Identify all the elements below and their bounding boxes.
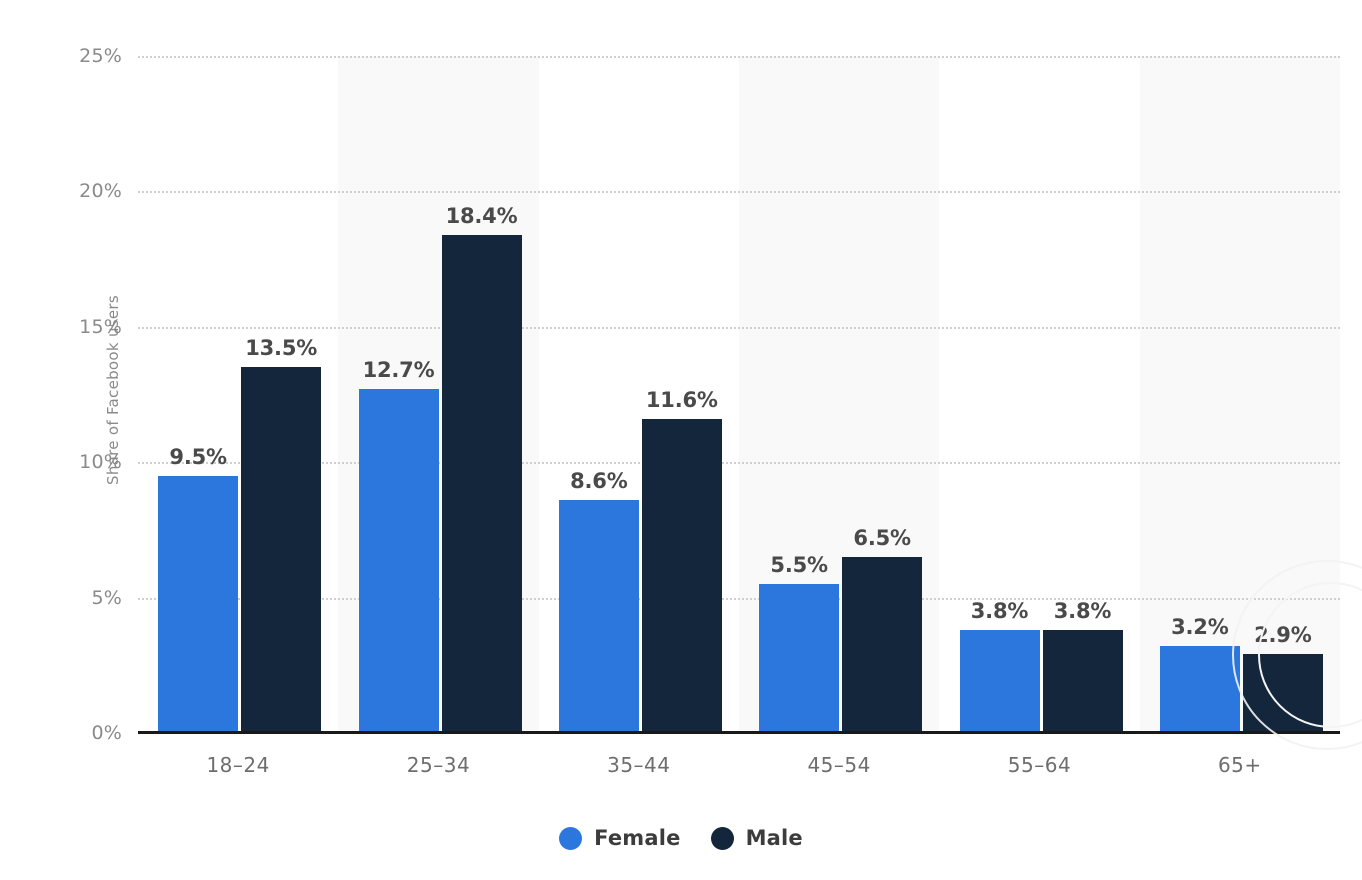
bar-female-55–64[interactable] [959,630,1040,733]
bar-value-label-male-65+: 2.9% [1254,623,1312,648]
bar-value-label-female-55–64: 3.8% [970,599,1029,624]
y-tick-label-20%: 20% [79,180,122,203]
bar-male-45–54[interactable] [842,556,923,733]
bar-female-18–24[interactable] [158,475,239,733]
bar-female-35–44[interactable] [558,500,639,733]
y-tick-label-10%: 10% [79,451,122,474]
x-tick-label-45–54: 45–54 [807,753,871,777]
bar-value-label-male-55–64: 3.8% [1053,599,1112,624]
y-tick-label-0%: 0% [91,722,122,744]
bar-value-label-male-25–34: 18.4% [445,203,518,228]
chart-legend: Female Male [0,826,1362,850]
y-tick-label-25%: 25% [79,45,122,67]
bar-value-label-male-18–24: 13.5% [245,336,318,361]
legend-item-female[interactable]: Female [559,826,680,850]
bar-male-25–34[interactable] [441,234,522,733]
gridline-10 [138,462,1340,465]
circle-marker-female-icon [559,826,583,850]
x-tick-label-25–34: 25–34 [406,753,471,777]
bar-value-label-male-45–54: 6.5% [853,525,911,550]
x-tick-label-18–24: 18–24 [206,753,270,777]
bar-female-65+[interactable] [1159,646,1240,733]
legend-label-male: Male [745,826,803,850]
circle-marker-male-icon [710,826,734,850]
bar-value-label-female-25–34: 12.7% [362,358,435,383]
x-tick-label-35–44: 35–44 [607,753,671,777]
x-axis-line [138,731,1340,734]
bar-value-label-male-35–44: 11.6% [645,387,718,412]
bar-male-55–64[interactable] [1042,630,1123,733]
y-tick-label-5%: 5% [91,586,122,609]
bar-male-65+[interactable] [1242,654,1323,733]
bar-male-18–24[interactable] [241,367,322,733]
gridline-5 [138,597,1340,600]
bar-female-45–54[interactable] [759,584,840,733]
band-5 [1139,56,1340,733]
bar-value-label-female-18–24: 9.5% [169,444,227,469]
x-tick-label-55–64: 55–64 [1007,753,1072,777]
gridline-25 [138,56,1340,58]
bar-male-35–44[interactable] [641,418,722,733]
y-tick-label-15%: 15% [79,315,122,338]
plot-area: 9.5% 13.5% 12.7% 18.4% 8.6% 11.6% 5.5% 6.5% 3.8%… [138,56,1340,733]
bar-value-label-female-65+: 3.2% [1171,615,1229,640]
x-tick-label-65+: 65+ [1217,753,1262,777]
legend-label-female: Female [594,826,681,850]
bar-value-label-female-35–44: 8.6% [570,469,628,494]
y-axis-title-container: Share of Facebook users [0,180,122,600]
gridline-20 [138,191,1340,194]
bar-value-label-female-45–54: 5.5% [770,553,828,578]
bar-female-25–34[interactable] [358,389,439,733]
gridline-15 [138,326,1340,329]
legend-item-male[interactable]: Male [710,826,803,850]
